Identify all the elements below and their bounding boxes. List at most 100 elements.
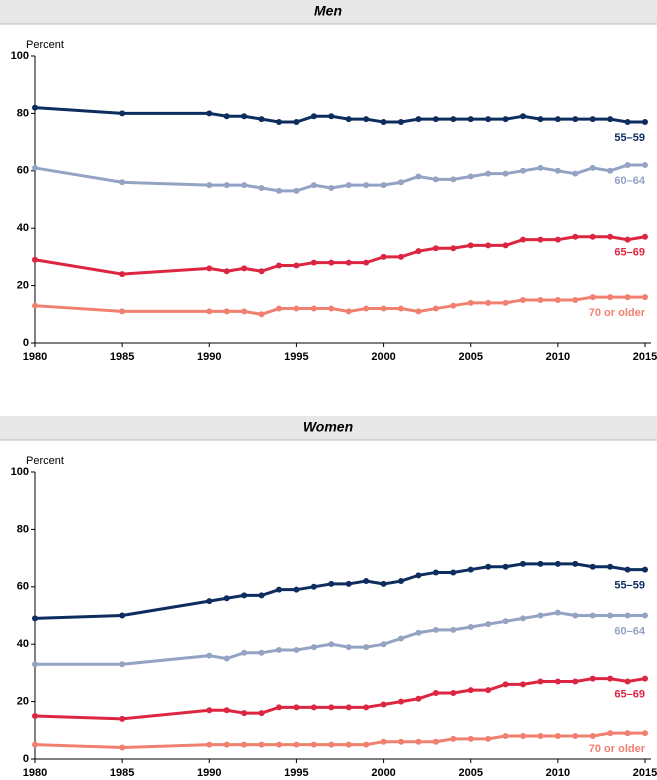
- series-line: [35, 611, 645, 666]
- data-point: [276, 262, 282, 269]
- data-point: [607, 233, 614, 240]
- data-point: [415, 572, 422, 579]
- data-point: [554, 296, 561, 303]
- x-tick-label: 2000: [371, 351, 395, 363]
- y-tick-label: 80: [17, 523, 29, 535]
- data-point: [624, 678, 631, 685]
- data-point: [258, 311, 265, 318]
- data-point: [380, 305, 387, 312]
- data-point: [415, 248, 422, 255]
- data-point: [642, 730, 648, 737]
- data-point: [398, 578, 404, 585]
- data-point: [467, 623, 474, 630]
- x-tick-label: 1995: [284, 767, 308, 779]
- data-point: [32, 164, 38, 171]
- data-point: [520, 615, 526, 622]
- data-point: [432, 245, 439, 252]
- data-point: [258, 116, 265, 123]
- y-tick-label: 20: [17, 280, 29, 292]
- data-point: [554, 167, 561, 174]
- data-point: [642, 233, 648, 240]
- data-point: [345, 644, 352, 651]
- data-point: [589, 233, 596, 240]
- data-point: [642, 612, 648, 619]
- data-point: [607, 612, 614, 619]
- data-point: [415, 308, 422, 315]
- data-point: [32, 256, 38, 263]
- y-tick-label: 20: [17, 696, 29, 708]
- series-label: 65–69: [614, 689, 645, 701]
- x-tick-label: 1980: [23, 351, 47, 363]
- data-point: [554, 733, 561, 740]
- data-point: [345, 741, 352, 748]
- data-point: [380, 253, 387, 260]
- data-point: [293, 119, 300, 126]
- data-point: [206, 308, 213, 315]
- data-point: [32, 302, 38, 309]
- data-point: [485, 687, 492, 694]
- data-point: [607, 563, 614, 570]
- series-label: 65–69: [614, 247, 645, 259]
- data-point: [467, 173, 474, 180]
- x-tick-label: 1980: [23, 767, 47, 779]
- x-tick-label: 1990: [197, 767, 221, 779]
- data-point: [32, 104, 38, 111]
- data-point: [380, 182, 387, 189]
- data-point: [380, 641, 387, 648]
- data-point: [310, 704, 317, 711]
- data-point: [223, 595, 230, 602]
- series-line: [34, 562, 645, 620]
- data-point: [485, 735, 492, 742]
- data-point: [572, 296, 579, 303]
- data-point: [276, 646, 282, 653]
- data-point: [502, 116, 509, 123]
- data-point: [276, 741, 282, 748]
- x-tick-label: 2005: [458, 767, 482, 779]
- data-point: [607, 730, 614, 737]
- data-point: [380, 119, 387, 126]
- data-point: [206, 598, 213, 605]
- data-point: [328, 580, 335, 587]
- y-axis-label: Percent: [26, 39, 64, 51]
- data-point: [520, 236, 526, 243]
- data-point: [537, 296, 544, 303]
- data-point: [554, 236, 561, 243]
- data-point: [119, 110, 126, 117]
- data-point: [537, 164, 544, 171]
- data-point: [572, 233, 579, 240]
- data-point: [363, 578, 370, 585]
- data-point: [450, 626, 457, 633]
- x-tick-label: 2010: [546, 767, 570, 779]
- data-point: [589, 294, 596, 301]
- y-tick-label: 100: [11, 50, 29, 62]
- data-point: [537, 733, 544, 740]
- data-point: [398, 738, 404, 745]
- data-point: [276, 704, 282, 711]
- series-label: 55–59: [614, 579, 645, 591]
- data-point: [502, 242, 509, 249]
- data-point: [642, 162, 648, 169]
- data-point: [363, 259, 370, 266]
- data-point: [206, 741, 213, 748]
- x-tick-label: 2015: [633, 767, 657, 779]
- data-point: [572, 733, 579, 740]
- panel-header: [0, 416, 657, 440]
- data-point: [432, 116, 439, 123]
- data-point: [624, 236, 631, 243]
- data-point: [467, 242, 474, 249]
- x-tick-label: 1990: [197, 351, 221, 363]
- data-point: [502, 681, 509, 688]
- panel-header: [0, 0, 657, 24]
- data-point: [206, 110, 213, 117]
- data-point: [432, 689, 439, 696]
- data-point: [624, 119, 631, 126]
- data-point: [310, 113, 317, 120]
- data-point: [520, 113, 526, 120]
- data-point: [119, 308, 126, 315]
- data-point: [310, 583, 317, 590]
- data-point: [572, 678, 579, 685]
- data-point: [485, 299, 492, 306]
- data-point: [415, 116, 422, 123]
